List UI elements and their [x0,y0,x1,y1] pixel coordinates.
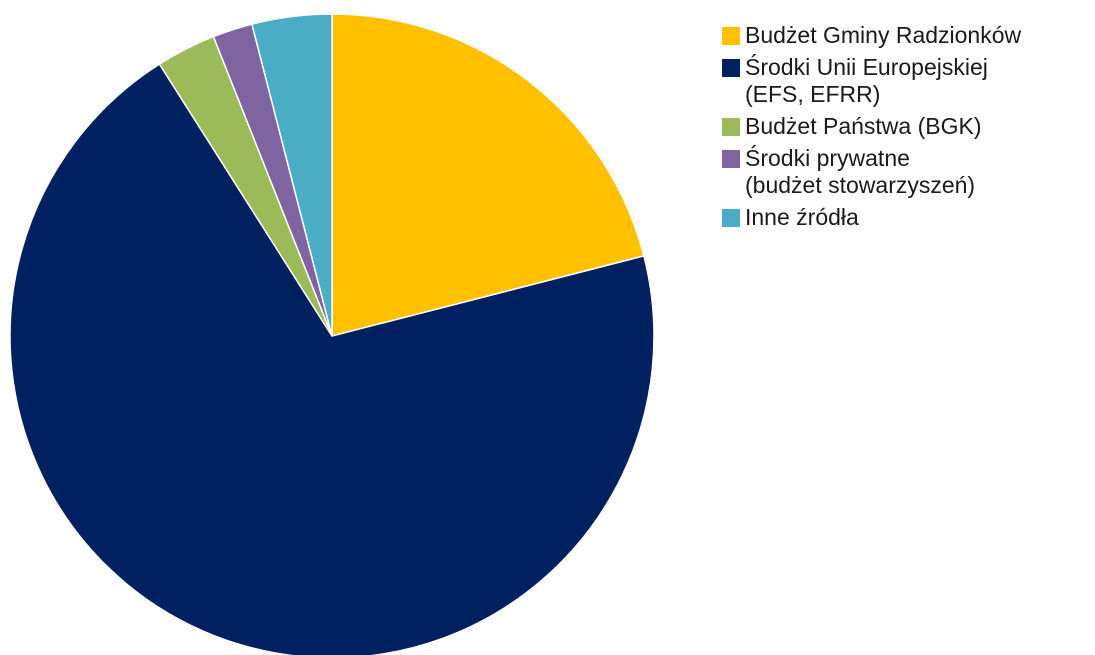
legend-swatch [722,209,740,227]
legend-swatch [722,150,740,168]
legend-item-budzet-panstwa: Budżet Państwa (BGK) [722,113,1082,140]
legend-swatch [722,59,740,77]
legend-item-srodki-prywatne: Środki prywatne (budżet stowarzyszeń) [722,145,1082,199]
legend-item-srodki-ue: Środki Unii Europejskiej (EFS, EFRR) [722,54,1082,108]
legend-item-inne-zrodla: Inne źródła [722,204,1082,231]
legend-item-budzet-gminy: Budżet Gminy Radzionków [722,22,1082,49]
chart-legend: Budżet Gminy Radzionków Środki Unii Euro… [722,22,1082,236]
legend-label: Budżet Gminy Radzionków [745,22,1022,48]
pie-slices [9,13,655,655]
legend-label: Inne źródła [745,204,859,230]
pie-slice-budzet-gminy [331,13,645,337]
legend-swatch [722,27,740,45]
legend-swatch [722,118,740,136]
pie-slice-inne-zrodla [251,13,333,337]
legend-label: Środki Unii Europejskiej (EFS, EFRR) [745,54,988,107]
pie-slice-srodki-ue [9,63,655,655]
legend-label: Środki prywatne (budżet stowarzyszeń) [745,145,976,198]
legend-label: Budżet Państwa (BGK) [745,113,982,139]
